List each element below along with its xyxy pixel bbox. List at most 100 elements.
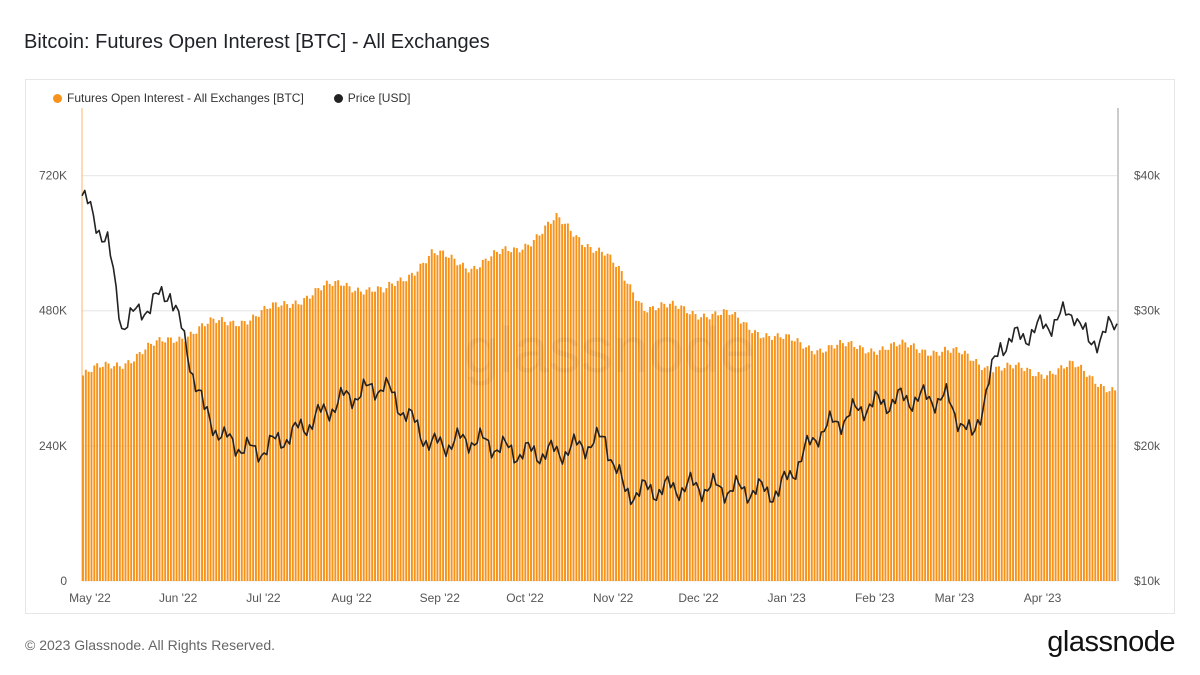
- oi-bar[interactable]: [754, 330, 756, 581]
- oi-bar[interactable]: [496, 251, 498, 581]
- oi-bar[interactable]: [598, 247, 601, 581]
- oi-bar[interactable]: [246, 324, 249, 581]
- oi-bar[interactable]: [765, 333, 768, 581]
- oi-bar[interactable]: [575, 235, 578, 582]
- oi-bar[interactable]: [1012, 368, 1015, 581]
- oi-bar[interactable]: [478, 267, 481, 581]
- oi-bar[interactable]: [666, 307, 669, 581]
- oi-bar[interactable]: [181, 338, 184, 581]
- oi-bar[interactable]: [1071, 361, 1074, 581]
- oi-bar[interactable]: [816, 350, 819, 581]
- oi-bar[interactable]: [847, 342, 850, 581]
- oi-bar[interactable]: [215, 322, 218, 581]
- oi-bar[interactable]: [856, 349, 859, 581]
- oi-bar[interactable]: [711, 313, 714, 581]
- oi-bar[interactable]: [927, 355, 929, 581]
- oi-bar[interactable]: [853, 347, 856, 581]
- oi-bar[interactable]: [603, 255, 606, 581]
- oi-bar[interactable]: [1091, 376, 1094, 581]
- oi-bar[interactable]: [844, 346, 847, 581]
- oi-bar[interactable]: [433, 253, 436, 581]
- oi-bar[interactable]: [362, 294, 365, 581]
- oi-bar[interactable]: [654, 310, 657, 581]
- oi-bar[interactable]: [668, 303, 671, 581]
- oi-bar[interactable]: [1029, 369, 1032, 581]
- oi-bar[interactable]: [850, 341, 853, 581]
- oi-bar[interactable]: [992, 372, 995, 581]
- oi-bar[interactable]: [717, 315, 720, 581]
- oi-bar[interactable]: [728, 314, 731, 581]
- oi-bar[interactable]: [552, 220, 555, 581]
- oi-bar[interactable]: [1009, 364, 1012, 581]
- oi-bar[interactable]: [725, 309, 728, 581]
- oi-bar[interactable]: [779, 337, 782, 581]
- oi-bar[interactable]: [921, 349, 924, 581]
- oi-bar[interactable]: [592, 252, 595, 582]
- oi-bar[interactable]: [720, 314, 722, 581]
- oi-bar[interactable]: [379, 287, 382, 581]
- oi-bar[interactable]: [1020, 367, 1023, 581]
- oi-bar[interactable]: [941, 351, 944, 581]
- oi-bar[interactable]: [198, 326, 201, 581]
- oi-bar[interactable]: [328, 284, 331, 581]
- oi-bar[interactable]: [833, 348, 836, 581]
- oi-bar[interactable]: [206, 323, 209, 581]
- oi-bar[interactable]: [697, 319, 700, 581]
- oi-bar[interactable]: [790, 340, 793, 581]
- oi-bar[interactable]: [1114, 390, 1117, 581]
- oi-bar[interactable]: [915, 349, 918, 581]
- oi-bar[interactable]: [768, 336, 771, 581]
- oi-bar[interactable]: [249, 320, 252, 581]
- oi-bar[interactable]: [513, 247, 515, 581]
- oi-bar[interactable]: [532, 240, 535, 581]
- oi-bar[interactable]: [501, 248, 504, 581]
- oi-bar[interactable]: [748, 329, 751, 581]
- oi-bar[interactable]: [342, 285, 345, 581]
- oi-bar[interactable]: [189, 331, 192, 581]
- oi-bar[interactable]: [226, 325, 229, 581]
- oi-bar[interactable]: [810, 350, 813, 581]
- oi-bar[interactable]: [788, 334, 791, 581]
- oi-bar[interactable]: [1102, 386, 1105, 581]
- oi-bar[interactable]: [274, 302, 277, 581]
- oi-bar[interactable]: [978, 364, 980, 581]
- oi-bar[interactable]: [782, 338, 785, 581]
- oi-bar[interactable]: [944, 346, 946, 581]
- oi-bar[interactable]: [337, 280, 340, 581]
- oi-bar[interactable]: [1074, 367, 1077, 581]
- oi-bar[interactable]: [306, 295, 308, 581]
- oi-bar[interactable]: [453, 258, 456, 581]
- oi-bar[interactable]: [504, 246, 507, 581]
- oi-bar[interactable]: [161, 341, 164, 581]
- oi-bar[interactable]: [620, 271, 623, 581]
- oi-bar[interactable]: [144, 349, 147, 581]
- oi-bar[interactable]: [881, 346, 884, 581]
- oi-bar[interactable]: [705, 317, 708, 581]
- oi-bar[interactable]: [484, 258, 487, 581]
- oi-bar[interactable]: [583, 247, 586, 581]
- oi-bar[interactable]: [569, 230, 572, 581]
- oi-bar[interactable]: [459, 264, 462, 581]
- oi-bar[interactable]: [898, 344, 901, 581]
- oi-bar[interactable]: [410, 272, 413, 581]
- oi-bar[interactable]: [589, 246, 592, 581]
- oi-bar[interactable]: [155, 340, 158, 581]
- oi-bar[interactable]: [124, 363, 127, 581]
- oi-bar[interactable]: [277, 307, 280, 581]
- oi-bar[interactable]: [660, 302, 663, 581]
- oi-bar[interactable]: [439, 250, 442, 581]
- oi-bar[interactable]: [382, 292, 385, 581]
- oi-bar[interactable]: [535, 234, 538, 581]
- oi-bar[interactable]: [1060, 365, 1063, 581]
- oi-bar[interactable]: [685, 313, 688, 581]
- oi-bar[interactable]: [1026, 367, 1029, 581]
- oi-bar[interactable]: [376, 286, 379, 581]
- oi-bar[interactable]: [104, 361, 107, 581]
- oi-bar[interactable]: [314, 288, 317, 581]
- oi-bar[interactable]: [430, 249, 433, 581]
- oi-bar[interactable]: [84, 369, 87, 581]
- oi-bar[interactable]: [218, 320, 221, 581]
- oi-bar[interactable]: [470, 268, 473, 581]
- oi-bar[interactable]: [135, 353, 138, 581]
- oi-bar[interactable]: [841, 343, 844, 581]
